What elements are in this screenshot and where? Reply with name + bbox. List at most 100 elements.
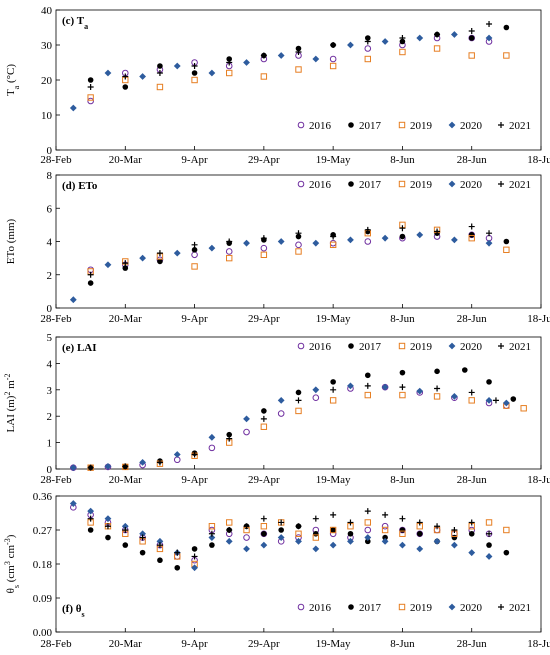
- y-axis-title: LAI (m)2 m-2: [3, 374, 18, 433]
- series-2017: [87, 228, 510, 286]
- series-2020: [69, 231, 493, 304]
- data-point: [433, 537, 441, 545]
- data-point: [485, 396, 493, 404]
- data-point: [329, 241, 337, 249]
- data-point: [329, 397, 337, 404]
- data-point: [329, 239, 337, 247]
- x-tick-label: 8-Jun: [390, 154, 415, 166]
- data-point: [104, 515, 112, 523]
- legend-label: 2016: [309, 179, 332, 191]
- data-point: [260, 415, 267, 422]
- data-point: [312, 545, 320, 553]
- data-point: [156, 459, 163, 466]
- data-point: [416, 387, 424, 395]
- panel-label: (e) LAI: [62, 342, 97, 354]
- data-point: [122, 84, 129, 90]
- legend-label: 2020: [460, 120, 483, 132]
- data-point: [104, 69, 112, 77]
- data-point: [243, 523, 250, 530]
- data-point: [468, 530, 475, 537]
- data-point: [104, 462, 112, 470]
- x-tick-label: 18-Jul: [527, 638, 550, 650]
- data-point: [468, 389, 475, 396]
- data-point: [87, 266, 94, 274]
- legend-label: 2020: [460, 602, 483, 614]
- chart-panel-3: 0 1 2 3 4 5 28-Feb 20-Mar 9-Apr 29-Apr 19-May 8-Jun…: [3, 332, 550, 486]
- data-point: [520, 405, 527, 412]
- data-point: [312, 515, 319, 522]
- data-point: [243, 545, 250, 553]
- data-point: [122, 463, 129, 470]
- data-point: [503, 24, 510, 31]
- legend-marker: [297, 603, 305, 611]
- data-point: [261, 408, 267, 414]
- data-point: [450, 393, 458, 400]
- data-point: [381, 537, 389, 545]
- data-point: [122, 265, 129, 271]
- data-point: [364, 519, 371, 526]
- data-point: [330, 42, 337, 48]
- y-tick-label: 3: [47, 385, 53, 397]
- data-point: [87, 77, 94, 83]
- data-point: [416, 545, 424, 553]
- x-tick-label: 20-Mar: [109, 154, 142, 166]
- x-tick-label: 28-Jun: [457, 638, 487, 650]
- data-point: [277, 238, 285, 245]
- data-point: [364, 534, 372, 541]
- data-point: [87, 94, 94, 101]
- data-point: [486, 230, 493, 237]
- data-point: [468, 52, 475, 59]
- legend-label: 2020: [460, 179, 483, 191]
- series-2017: [87, 367, 517, 471]
- data-point: [347, 41, 354, 49]
- data-point: [87, 515, 94, 522]
- legend-marker: [398, 342, 406, 350]
- data-point: [277, 410, 285, 417]
- chart-panel-4: 0.00 0.09 0.18 0.27 0.36 28-Feb 20-Mar 9-Apr 29-…: [3, 491, 550, 650]
- data-point: [486, 21, 493, 27]
- data-point: [399, 38, 406, 45]
- data-point: [364, 35, 371, 41]
- data-point: [381, 522, 389, 530]
- series-2019: [87, 391, 527, 471]
- data-point: [87, 84, 94, 90]
- data-point: [174, 549, 181, 556]
- x-tick-label: 19-May: [316, 638, 351, 650]
- data-point: [157, 557, 163, 564]
- data-point: [295, 230, 302, 237]
- data-point: [260, 251, 268, 259]
- data-point: [208, 433, 216, 441]
- data-point: [364, 238, 372, 245]
- x-tick-label: 9-Apr: [181, 638, 208, 650]
- data-point: [243, 415, 250, 423]
- y-tick-label: 0: [47, 464, 53, 476]
- series-2016: [87, 231, 493, 274]
- y-tick-label: 2: [47, 411, 53, 423]
- legend: 2016 2017 2019 2020 2021: [297, 179, 531, 191]
- data-point: [87, 280, 94, 286]
- series-2019: [87, 45, 510, 101]
- legend-label: 2020: [460, 341, 483, 353]
- data-point: [295, 66, 302, 73]
- data-point: [104, 523, 111, 530]
- data-point: [156, 542, 163, 549]
- series-2021: [87, 508, 493, 560]
- y-tick-label: 10: [41, 110, 53, 122]
- legend-marker: [398, 121, 406, 129]
- legend-label: 2017: [359, 341, 382, 353]
- data-point: [243, 534, 250, 541]
- data-point: [347, 537, 354, 545]
- data-point: [87, 97, 94, 105]
- data-point: [260, 52, 267, 59]
- series-2016: [87, 34, 493, 105]
- data-point: [295, 407, 302, 415]
- data-point: [312, 55, 320, 63]
- data-point: [468, 28, 475, 34]
- legend-marker: [398, 180, 406, 188]
- series-2020: [69, 31, 493, 112]
- y-tick-label: 0: [47, 145, 53, 157]
- data-point: [226, 519, 233, 526]
- legend-marker: [448, 603, 456, 611]
- legend: 2016 2017 2019 2020 2021: [297, 120, 531, 132]
